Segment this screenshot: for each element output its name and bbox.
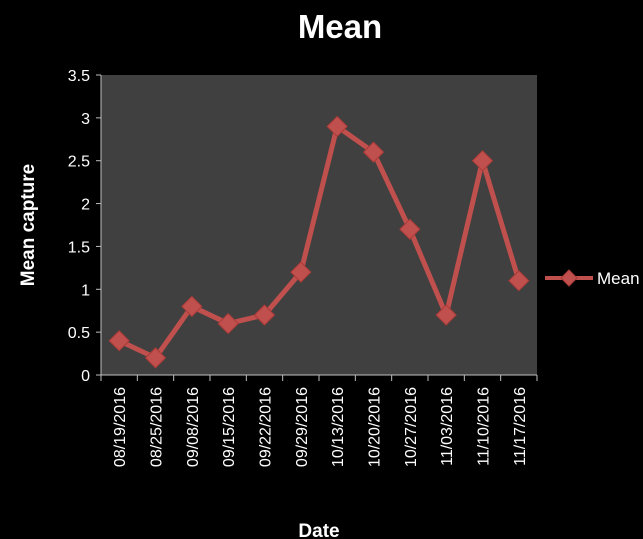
data-point-marker xyxy=(471,150,494,172)
data-point-marker xyxy=(290,261,312,283)
x-tick-label: 11/17/2016 xyxy=(512,387,529,466)
legend-marker-swatch xyxy=(560,269,578,287)
y-tick-label: 1 xyxy=(81,282,90,299)
y-tick-label: 2.5 xyxy=(68,154,90,171)
data-point-marker xyxy=(108,330,130,352)
data-point-marker xyxy=(399,218,421,240)
x-tick-label: 08/19/2016 xyxy=(112,387,129,467)
legend: Mean xyxy=(545,269,640,288)
x-tick-label: 09/15/2016 xyxy=(221,387,238,467)
y-axis-ticks: 0 0.5 1 1.5 2 2.5 3 3.5 xyxy=(68,68,101,385)
x-tick-label: 10/20/2016 xyxy=(367,387,384,467)
x-tick-label: 10/13/2016 xyxy=(330,387,347,467)
x-axis-ticks: 08/19/2016 08/25/2016 09/08/2016 09/15/2016… xyxy=(100,375,538,467)
legend-label: Mean xyxy=(597,269,640,288)
y-tick-label: 0 xyxy=(81,368,90,385)
y-tick-label: 3.5 xyxy=(68,68,90,85)
x-tick-label: 09/22/2016 xyxy=(258,387,275,467)
x-tick-label: 11/10/2016 xyxy=(476,387,493,466)
series-layer xyxy=(108,115,530,369)
y-tick-label: 3 xyxy=(81,111,90,128)
data-point-marker xyxy=(362,141,385,163)
x-tick-label: 09/29/2016 xyxy=(294,387,311,467)
series-line xyxy=(116,123,522,361)
data-point-marker xyxy=(508,270,530,292)
x-axis-title: Date xyxy=(298,521,339,539)
data-point-marker xyxy=(144,347,167,369)
data-point-marker xyxy=(326,115,348,138)
x-tick-label: 09/08/2016 xyxy=(185,387,202,467)
data-point-marker xyxy=(181,295,203,318)
chart-title: Mean xyxy=(298,8,382,45)
data-point-marker xyxy=(217,312,239,335)
data-point-marker xyxy=(253,304,276,326)
y-tick-label: 2 xyxy=(81,197,90,214)
y-tick-label: 1.5 xyxy=(68,239,90,256)
x-tick-label: 08/25/2016 xyxy=(149,387,166,467)
x-tick-label: 11/03/2016 xyxy=(439,387,456,466)
x-tick-label: 10/27/2016 xyxy=(403,387,420,467)
y-tick-label: 0.5 xyxy=(68,325,90,342)
plot-area xyxy=(101,75,537,375)
y-axis-title: Mean capture xyxy=(18,164,39,286)
data-point-marker xyxy=(435,304,457,326)
